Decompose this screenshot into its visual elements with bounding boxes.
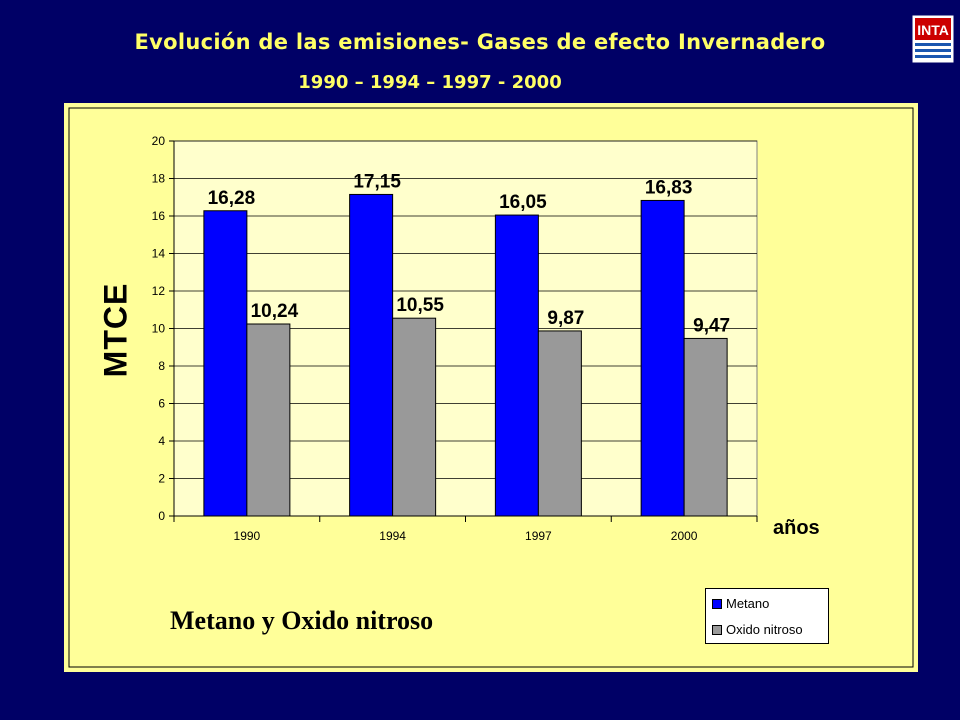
y-tick-label: 12 [152, 284, 166, 298]
bar-metano [203, 210, 248, 517]
bar-chart: 0 2 4 6 8 10 12 14 16 18 20 1990 16,28 10,24 1994 17,15… [68, 107, 914, 668]
x-tick-label: 1990 [234, 529, 261, 543]
slide-title: Evolución de las emisiones- Gases de efe… [134, 30, 826, 54]
y-tick-label: 18 [152, 172, 166, 186]
data-label: 10,24 [251, 301, 299, 322]
y-tick-label: 14 [152, 247, 166, 261]
data-label: 9,47 [693, 315, 730, 336]
slide-subtitle: 1990 – 1994 – 1997 - 2000 [298, 72, 562, 93]
bar-oxido-nitroso [537, 330, 582, 517]
chart-panel: 0 2 4 6 8 10 12 14 16 18 20 1990 16,28 10,24 1994 17,15… [64, 103, 918, 672]
data-label: 9,87 [547, 308, 584, 329]
y-tick-label: 8 [158, 359, 165, 373]
chart-legend: Metano Oxido nitroso [705, 588, 829, 644]
legend-item-metano: Metano [712, 596, 769, 611]
y-tick-label: 4 [158, 434, 165, 448]
y-tick-label: 0 [158, 509, 165, 523]
bar-oxido-nitroso [683, 337, 728, 517]
legend-swatch-metano [712, 598, 722, 609]
x-tick-label: 1997 [525, 529, 552, 543]
y-tick-label: 16 [152, 209, 166, 223]
y-tick-label: 10 [152, 322, 166, 336]
bar-metano [349, 193, 394, 517]
data-label: 10,55 [396, 295, 444, 316]
x-tick-label: 1994 [379, 529, 406, 543]
data-label: 17,15 [353, 171, 401, 192]
data-label: 16,83 [645, 177, 693, 198]
chart-caption: Metano y Oxido nitroso [170, 606, 434, 635]
y-tick-label: 2 [158, 472, 165, 486]
legend-label-oxido-nitroso: Oxido nitroso [726, 622, 803, 637]
bar-metano [640, 199, 685, 517]
data-label: 16,28 [208, 188, 256, 209]
bar-metano [494, 214, 539, 517]
y-tick-label: 6 [158, 397, 165, 411]
x-axis-label: años [773, 517, 820, 539]
legend-item-oxido-nitroso: Oxido nitroso [712, 622, 803, 637]
data-label: 16,05 [499, 192, 547, 213]
legend-label-metano: Metano [726, 596, 770, 611]
inta-logo-icon: INTA [912, 15, 954, 63]
y-tick-label: 20 [152, 134, 166, 148]
y-axis-label: MTCE [97, 282, 134, 378]
panel-border [68, 107, 914, 668]
x-tick-label: 2000 [671, 529, 698, 543]
legend-swatch-oxido-nitroso [712, 624, 722, 635]
bar-oxido-nitroso [246, 323, 291, 517]
bar-oxido-nitroso [392, 317, 437, 517]
logo-text: INTA [917, 22, 949, 38]
